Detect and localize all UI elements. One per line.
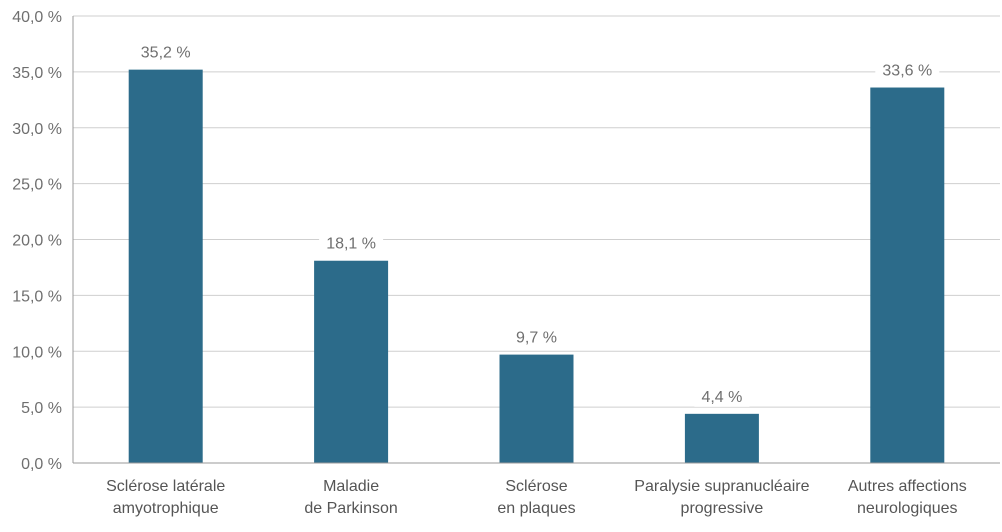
category-label: Sclérose latérale <box>106 478 225 495</box>
y-tick-label: 10,0 % <box>12 344 62 361</box>
category-label: Sclérose <box>505 478 567 495</box>
category-label: de Parkinson <box>304 500 397 517</box>
data-label-background <box>319 233 384 254</box>
category-label: Autres affections <box>848 478 967 495</box>
category-label: en plaques <box>497 500 575 517</box>
y-tick-label: 25,0 % <box>12 177 62 194</box>
y-axis-ticks: 0,0 % 5,0 % 10,0 % 15,0 % 20,0 % 25,0 % 30,0 %… <box>12 9 62 473</box>
data-label-background <box>694 386 750 407</box>
y-tick-label: 5,0 % <box>21 400 62 417</box>
data-label: 35,2 % <box>141 45 191 62</box>
y-tick-label: 35,0 % <box>12 65 62 82</box>
category-labels: Sclérose latérale amyotrophique Maladie de … <box>106 478 967 517</box>
bar <box>499 354 574 463</box>
data-label-background <box>509 327 564 348</box>
grid-lines <box>73 15 1000 408</box>
bar <box>128 69 203 463</box>
bars <box>128 69 945 464</box>
data-label: 9,7 % <box>516 330 557 347</box>
category-label: progressive <box>681 500 764 517</box>
data-label: 33,6 % <box>882 63 932 80</box>
y-tick-label: 20,0 % <box>12 233 62 250</box>
data-label: 4,4 % <box>701 389 742 406</box>
category-label: Maladie <box>323 478 379 495</box>
y-tick-label: 40,0 % <box>12 9 62 26</box>
bar <box>684 413 759 463</box>
y-tick-label: 30,0 % <box>12 121 62 138</box>
y-tick-label: 0,0 % <box>21 456 62 473</box>
data-label: 18,1 % <box>326 236 376 253</box>
category-label: Paralysie supranucléaire <box>634 478 809 495</box>
data-label-background <box>875 60 940 81</box>
y-tick-label: 15,0 % <box>12 288 62 305</box>
bar <box>870 87 945 464</box>
category-label: neurologiques <box>857 500 958 517</box>
bar <box>314 260 389 463</box>
data-labels: 35,2 % 18,1 % 9,7 % 4,4 % 33,6 % <box>133 42 940 407</box>
category-label: amyotrophique <box>113 500 219 517</box>
data-label-background <box>133 42 198 63</box>
